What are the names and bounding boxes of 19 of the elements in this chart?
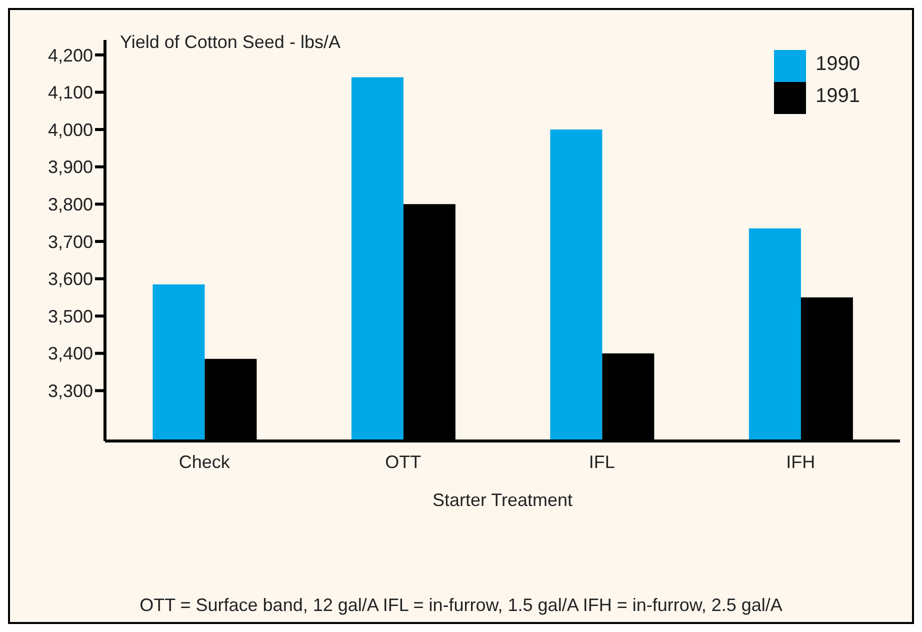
y-tick-label: 4,200 bbox=[48, 45, 93, 66]
y-tick-label: 3,800 bbox=[48, 194, 93, 215]
y-tick-label: 3,400 bbox=[48, 344, 93, 364]
y-tick-label: 3,600 bbox=[48, 269, 93, 290]
text: OTT = Surface band, 12 gal/A IFL = in-furrow, 1.5 gal/A IFH = in-furrow, 2.5 gal/A bbox=[138, 595, 784, 616]
x-tick-label: IFL bbox=[588, 452, 615, 472]
y-tick-label: 4,000 bbox=[48, 120, 93, 140]
y-tick-label: 3,300 bbox=[48, 381, 93, 402]
legend-label: 1991 bbox=[816, 85, 860, 108]
chart-title: Yield of Cotton Seed - lbs/A bbox=[120, 32, 340, 53]
y-tick-label: 3,500 bbox=[48, 306, 93, 326]
y-tick-label: 3,900 bbox=[48, 157, 93, 178]
x-axis-title: Starter Treatment bbox=[432, 490, 573, 510]
y-tick-label: 3,700 bbox=[48, 232, 93, 252]
x-tick-label: OTT bbox=[385, 452, 422, 472]
x-tick-label: Check bbox=[178, 452, 231, 472]
legend-label: 1990 bbox=[816, 53, 860, 76]
y-tick-label: 4,100 bbox=[48, 82, 93, 103]
x-tick-label: IFH bbox=[786, 452, 816, 472]
